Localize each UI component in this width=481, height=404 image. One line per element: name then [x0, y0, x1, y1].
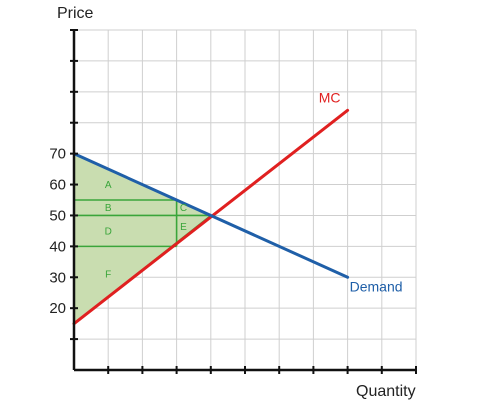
y-tick-label: 70	[49, 146, 66, 163]
demand-label: Demand	[350, 278, 403, 294]
y-tick-label: 60	[49, 177, 66, 194]
region-label-c: C	[180, 203, 187, 214]
y-tick-label: 30	[49, 269, 66, 286]
y-tick-label: 40	[49, 238, 66, 255]
y-tick-label: 50	[49, 207, 66, 224]
region-label-b: B	[105, 203, 112, 214]
x-axis-title: Quantity	[356, 383, 416, 400]
region-label-e: E	[180, 222, 187, 233]
y-tick-label: 20	[49, 300, 66, 317]
y-axis-title: Price	[57, 5, 94, 22]
axes	[70, 29, 417, 374]
region-label-a: A	[105, 180, 112, 191]
mc-label: MC	[319, 89, 341, 105]
demand-line	[72, 152, 350, 279]
series-lines	[72, 108, 350, 326]
labels: A B C D E F MC Demand 20 30 40 50 60 70	[49, 89, 402, 317]
region-label-d: D	[105, 226, 112, 237]
region-label-f: F	[105, 270, 111, 281]
